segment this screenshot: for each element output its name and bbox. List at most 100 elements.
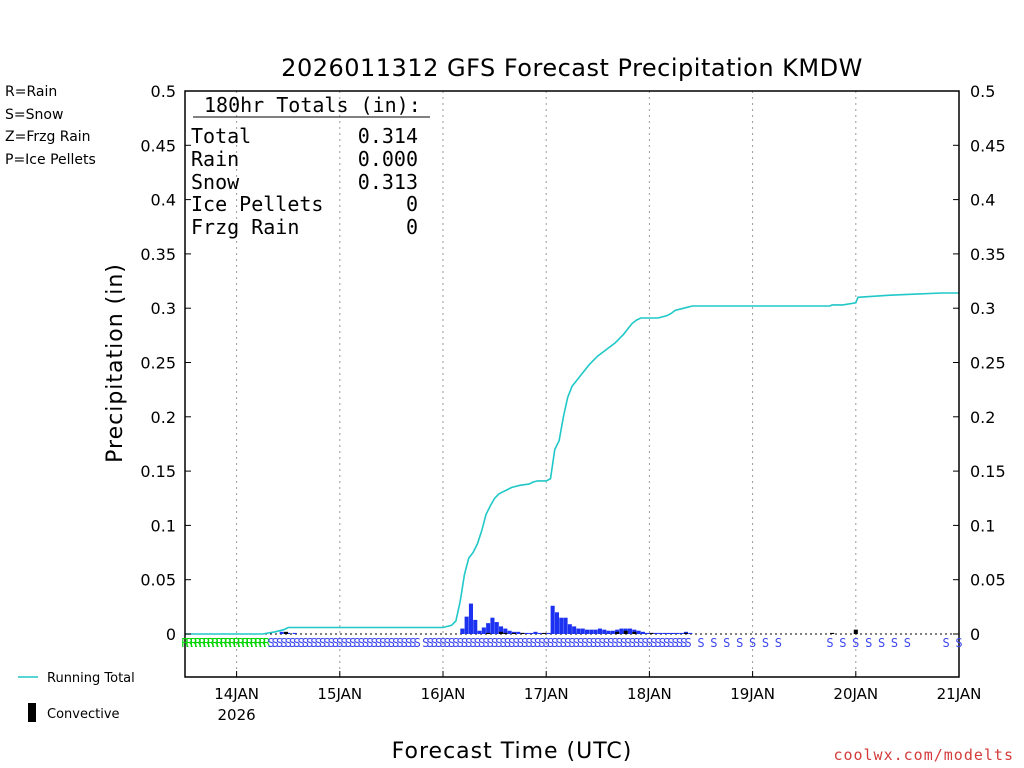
hourly-precip-bar	[636, 630, 641, 634]
precip-type-snow-mark: S	[276, 636, 283, 650]
legend-snow: S=Snow	[5, 107, 63, 123]
precip-type-snow-mark: S	[431, 636, 438, 650]
hourly-precip-bar	[602, 629, 607, 634]
convective-bar	[649, 632, 654, 634]
hourly-precip-bar	[481, 627, 486, 634]
x-tick-label: 15JAN	[317, 685, 362, 703]
hourly-precip-bar	[554, 612, 559, 634]
totals-snow-label: Snow	[191, 170, 240, 194]
precip-type-snow-mark: S	[749, 636, 756, 650]
precip-type-rain-mark: R	[250, 636, 258, 650]
precip-type-snow-mark: S	[633, 636, 640, 650]
precip-type-snow-mark: S	[388, 636, 395, 650]
legend-convective-swatch	[28, 703, 36, 722]
precip-type-snow-mark: S	[392, 636, 399, 650]
precip-type-rain-mark: R	[207, 636, 215, 650]
x-tick-year-label: 2026	[218, 706, 256, 724]
precip-type-snow-mark: S	[478, 636, 485, 650]
precip-type-snow-mark: S	[362, 636, 369, 650]
precip-type-snow-mark: S	[551, 636, 558, 650]
y-tick-label-right: 0.05	[970, 571, 1006, 590]
hourly-precip-bar	[606, 630, 611, 634]
precip-type-snow-mark: S	[641, 636, 648, 650]
hourly-precip-bar	[559, 617, 564, 634]
credit-text: coolwx.com/modelts	[833, 746, 1014, 764]
y-tick-label-right: 0.2	[970, 408, 995, 427]
precip-type-snow-mark: S	[594, 636, 601, 650]
x-tick-label: 21JAN	[937, 685, 982, 703]
hourly-precip-bar	[546, 632, 551, 634]
x-axis-label: Forecast Time (UTC)	[392, 739, 633, 764]
precip-type-snow-mark: S	[564, 636, 571, 650]
hourly-precip-bar	[576, 628, 581, 634]
precip-type-snow-mark: S	[611, 636, 618, 650]
hourly-precip-bar	[516, 631, 521, 634]
y-tick-label-left: 0.35	[140, 245, 176, 264]
precip-type-snow-mark: S	[521, 636, 528, 650]
hourly-precip-bar	[490, 617, 495, 634]
totals-frzg-rain-label: Frzg Rain	[191, 215, 299, 239]
precip-type-snow-mark: S	[543, 636, 550, 650]
y-tick-label-left: 0.05	[140, 571, 176, 590]
precip-type-snow-mark: S	[435, 636, 442, 650]
x-tick-label: 18JAN	[627, 685, 672, 703]
precip-type-snow-mark: S	[942, 636, 949, 650]
legend-running-total: Running Total	[47, 671, 135, 686]
precip-type-snow-mark: S	[684, 636, 691, 650]
legend-ice-pellets: P=Ice Pellets	[5, 152, 96, 168]
hourly-precip-bar	[679, 632, 684, 634]
running-total-line	[185, 292, 959, 635]
precip-type-snow-mark: S	[461, 636, 468, 650]
precip-type-snow-mark: S	[285, 636, 292, 650]
grid-lines	[185, 91, 959, 677]
precip-type-snow-mark: S	[775, 636, 782, 650]
precip-type-rain-mark: R	[224, 636, 232, 650]
hourly-precip-bar	[503, 628, 508, 634]
hourly-precip-bar	[640, 631, 645, 634]
x-tick-label: 20JAN	[833, 685, 878, 703]
precip-type-snow-mark: S	[358, 636, 365, 650]
precip-type-snow-mark: S	[487, 636, 494, 650]
precip-type-snow-mark: S	[598, 636, 605, 650]
precip-type-snow-mark: S	[500, 636, 507, 650]
hourly-precip-bar	[524, 632, 529, 634]
legend-rain: R=Rain	[5, 84, 57, 100]
precip-type-snow-mark: S	[469, 636, 476, 650]
precip-type-snow-mark: S	[607, 636, 614, 650]
hourly-precip-bar	[464, 616, 469, 634]
convective-bars	[284, 629, 858, 634]
precip-type-rain-mark: R	[216, 636, 224, 650]
hourly-precip-bar	[666, 632, 671, 634]
precip-type-snow-mark: S	[375, 636, 382, 650]
x-tick-label: 17JAN	[524, 685, 569, 703]
precip-type-snow-mark: S	[891, 636, 898, 650]
convective-bar	[830, 632, 835, 634]
precip-type-snow-mark: S	[465, 636, 472, 650]
totals-frzg-rain-value: 0	[406, 215, 418, 239]
y-tick-label-right: 0.4	[970, 191, 995, 210]
precip-type-snow-mark: S	[495, 636, 502, 650]
precip-type-rain-mark: R	[211, 636, 219, 650]
precip-type-snow-mark: S	[573, 636, 580, 650]
precip-type-row: RRRRRRRRRRRRRRRRRRRRSSSSSSSSSSSSSSSSSSSS…	[181, 636, 962, 650]
hourly-precip-bar	[468, 603, 473, 634]
hourly-precip-bar	[477, 630, 482, 634]
precip-type-rain-mark: R	[242, 636, 250, 650]
totals-total-value: 0.314	[358, 124, 418, 148]
precip-type-snow-mark: S	[379, 636, 386, 650]
hourly-precip-bar	[653, 632, 658, 634]
precip-type-snow-mark: S	[560, 636, 567, 650]
legend-freezing-rain: Z=Frzg Rain	[5, 129, 91, 145]
precip-type-rain-mark: R	[203, 636, 211, 650]
precip-type-snow-mark: S	[306, 636, 313, 650]
precip-type-snow-mark: S	[328, 636, 335, 650]
convective-bar	[284, 631, 289, 634]
hourly-precip-bar	[662, 632, 667, 634]
y-tick-label-right: 0.1	[970, 516, 995, 535]
convective-bar	[632, 631, 637, 634]
precip-type-snow-mark: S	[508, 636, 515, 650]
totals-rain-value: 0.000	[358, 147, 418, 171]
precip-type-snow-mark: S	[646, 636, 653, 650]
precip-type-snow-mark: S	[534, 636, 541, 650]
precip-type-snow-mark: S	[852, 636, 859, 650]
